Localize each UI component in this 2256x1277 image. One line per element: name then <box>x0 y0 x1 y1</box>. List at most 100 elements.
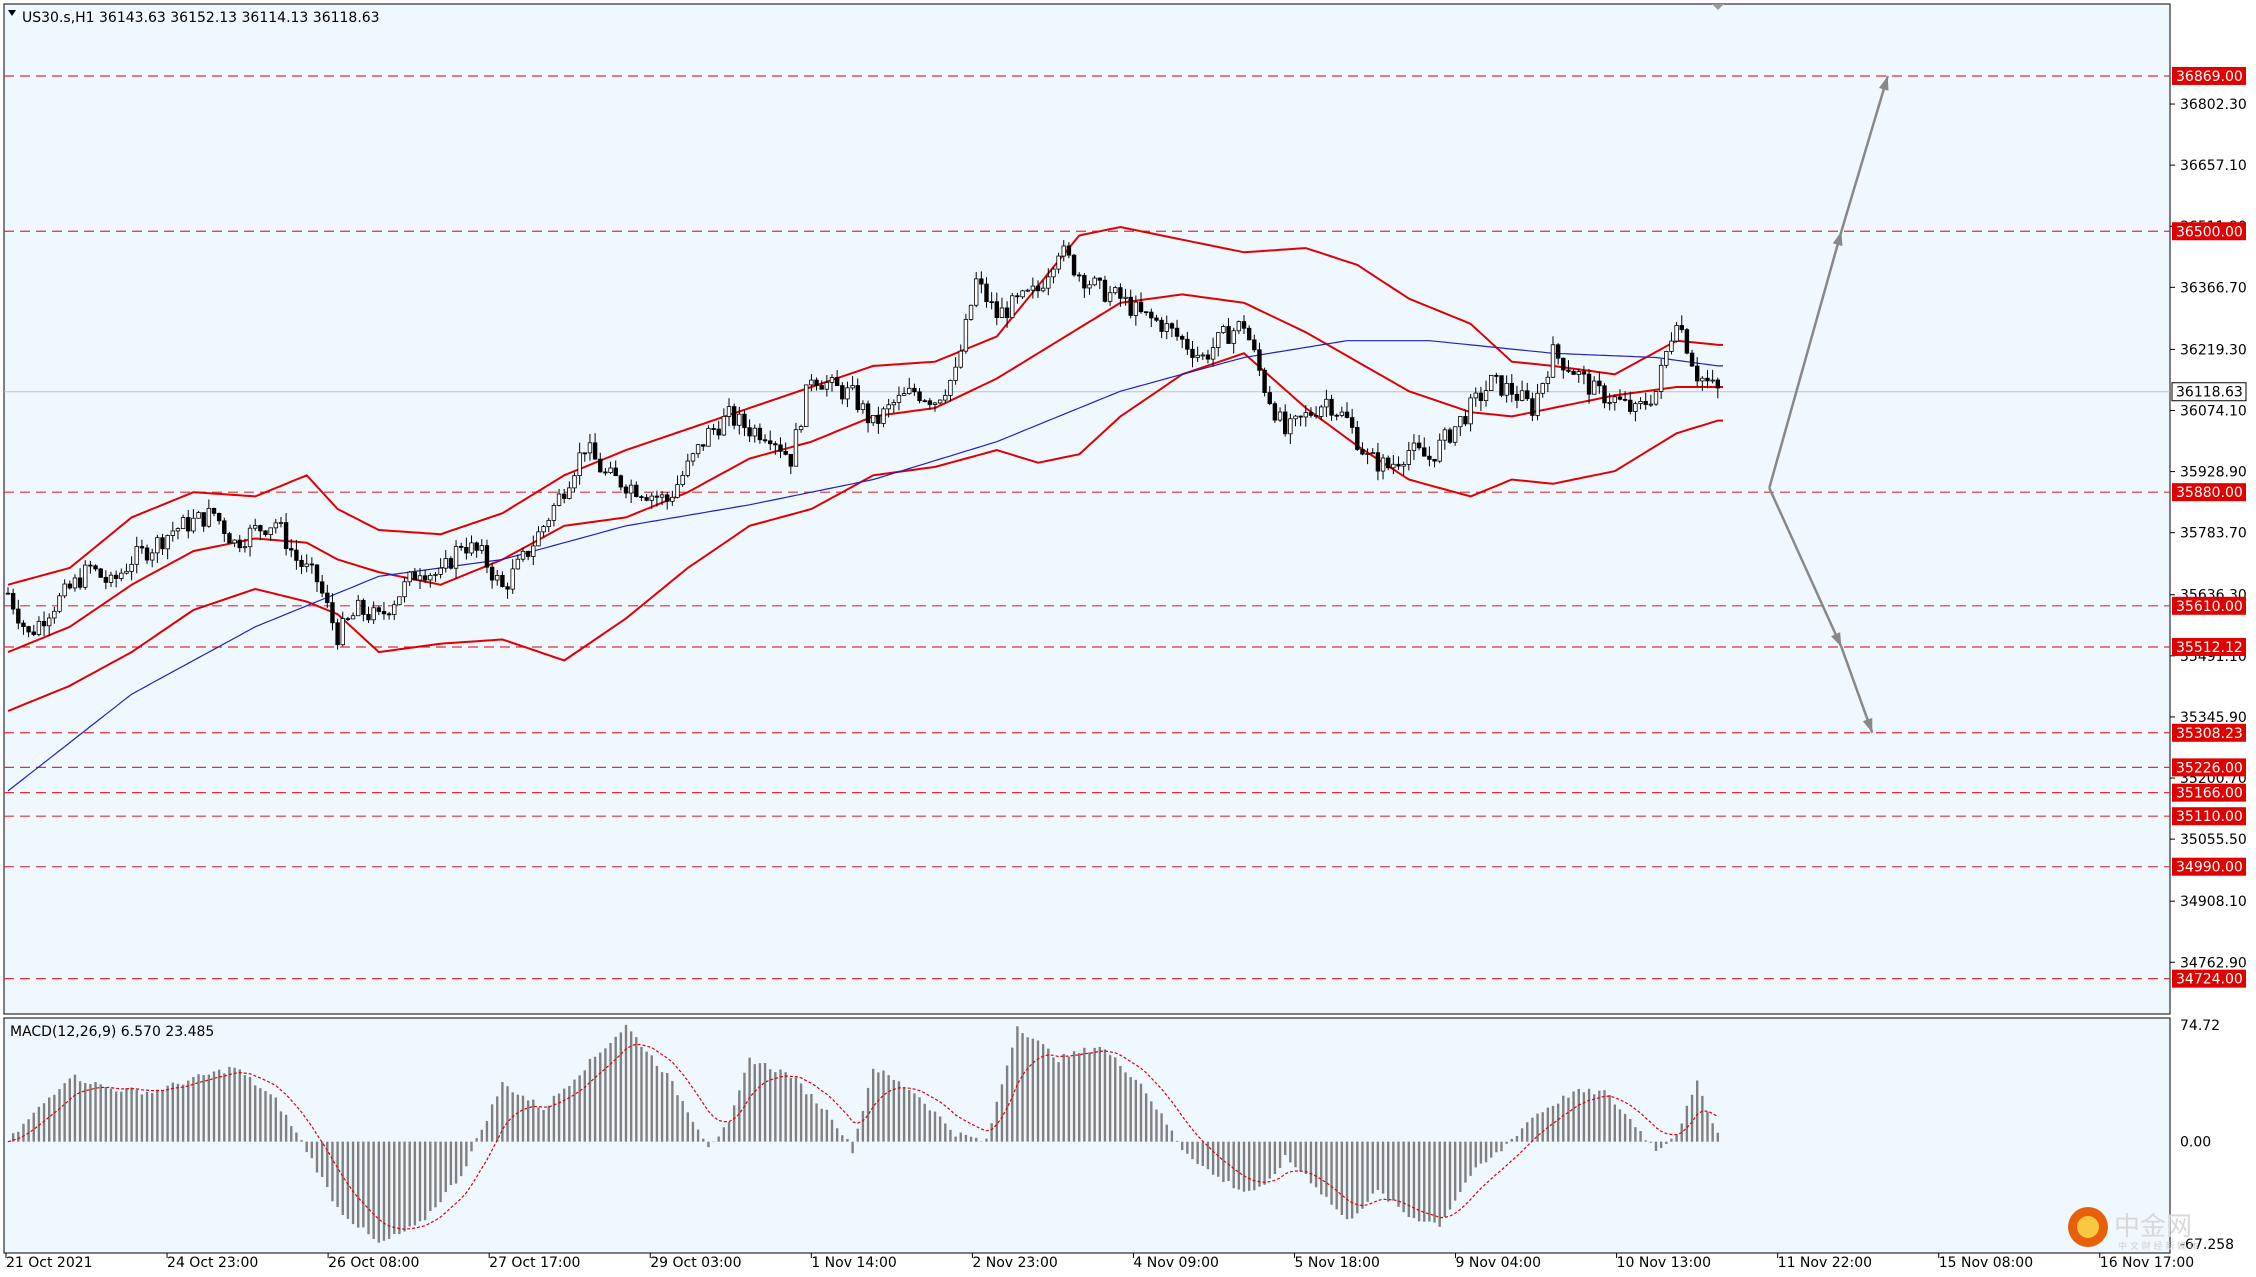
candle-body <box>1628 399 1633 412</box>
scroll-marker-icon[interactable] <box>1712 4 1724 10</box>
candle-body <box>1525 390 1530 400</box>
candle-body <box>1082 275 1087 289</box>
main-chart-area[interactable] <box>3 3 2171 1015</box>
candle-body <box>896 394 902 403</box>
candle-body <box>1695 365 1700 382</box>
candle-body <box>881 408 886 424</box>
collapse-triangle-icon[interactable] <box>8 10 16 16</box>
level-tag <box>2172 637 2246 656</box>
arrow-head-icon <box>1862 717 1873 733</box>
candle-body <box>1710 379 1715 382</box>
candle-body <box>21 622 26 628</box>
candle-body <box>1602 385 1607 404</box>
candle-body <box>618 475 624 488</box>
candle-body <box>428 574 433 581</box>
candle-body <box>757 427 763 441</box>
candle-body <box>1365 453 1370 455</box>
candle-body <box>1684 329 1690 354</box>
y-tick-label: 36802.30 <box>2180 97 2247 113</box>
level-tag <box>2172 66 2246 85</box>
candle-body <box>1416 442 1422 449</box>
candle-body <box>453 545 459 569</box>
candle-body <box>160 537 165 550</box>
candle-body <box>458 545 464 548</box>
x-tick-label: 26 Oct 08:00 <box>328 1255 419 1271</box>
macd-panel[interactable] <box>3 1017 2171 1254</box>
candle-body <box>1107 292 1113 302</box>
x-tick-label: 29 Oct 03:00 <box>650 1255 741 1271</box>
candle-body <box>350 615 356 620</box>
candle-body <box>227 533 232 544</box>
watermark-sub: 中 文 财 经 新 媒 体 <box>2118 1240 2198 1252</box>
candle-body <box>974 278 979 306</box>
candle-body <box>706 428 711 447</box>
candle-body <box>1561 357 1566 371</box>
candle-body <box>417 575 423 581</box>
upper-band <box>7 225 1723 586</box>
candle-body <box>247 527 253 548</box>
x-tick-label: 1 Nov 14:00 <box>811 1255 896 1271</box>
x-tick-label: 24 Oct 23:00 <box>167 1255 258 1271</box>
candle-body <box>927 400 933 405</box>
candle-body <box>397 596 402 606</box>
candle-body <box>886 404 891 410</box>
candle-body <box>1334 414 1339 417</box>
candle-body <box>1221 326 1226 334</box>
candle-body <box>1386 457 1391 469</box>
candle-body <box>10 592 16 610</box>
x-tick-label: 4 Nov 09:00 <box>1133 1255 1218 1271</box>
candle-body <box>1545 376 1551 384</box>
candle-body <box>999 307 1005 318</box>
candle-body <box>119 572 124 579</box>
candle-body <box>587 442 593 454</box>
scenario-arrows <box>1768 75 1889 734</box>
candle-body <box>1463 416 1468 425</box>
candle-body <box>1658 364 1664 392</box>
candle-body <box>98 568 103 578</box>
candle-body <box>1180 335 1185 340</box>
candle-body <box>1576 371 1581 375</box>
candle-body <box>793 429 799 467</box>
symbol-header: US30.s,H1 36143.63 36152.13 36114.13 361… <box>22 10 380 26</box>
candle-body <box>685 460 690 476</box>
candle-body <box>1246 327 1252 341</box>
candle-body <box>1257 349 1262 371</box>
candle-body <box>1236 321 1242 332</box>
candle-body <box>582 452 587 455</box>
candle-body <box>41 620 47 627</box>
candle-body <box>1411 442 1417 451</box>
level-tag <box>2172 758 2246 777</box>
candle-body <box>196 512 201 519</box>
candle-body <box>1622 398 1628 401</box>
candle-body <box>1592 380 1597 395</box>
candle-body <box>134 546 139 565</box>
candle-body <box>634 484 639 497</box>
candle-body <box>108 574 114 583</box>
candle-body <box>984 283 989 303</box>
x-tick-label: 21 Oct 2021 <box>6 1255 93 1271</box>
candle-body <box>1283 411 1288 435</box>
candle-body <box>829 377 835 383</box>
candle-body <box>484 545 490 568</box>
candle-body <box>5 592 11 595</box>
candle-body <box>72 577 78 589</box>
candle-body <box>67 583 72 589</box>
candle-body <box>232 539 237 544</box>
candle-body <box>690 453 696 462</box>
candle-body <box>1190 348 1195 358</box>
level-tag-label: 35110.00 <box>2176 809 2243 825</box>
level-tag <box>2172 222 2246 241</box>
candle-body <box>1319 406 1324 417</box>
candle-body <box>211 507 217 514</box>
candle-body <box>144 547 150 561</box>
candle-body <box>412 571 418 581</box>
y-tick-label: 35345.90 <box>2180 710 2247 726</box>
candle-body <box>149 552 155 561</box>
candle-body <box>515 558 521 570</box>
candle-body <box>422 575 428 581</box>
candle-body <box>1540 383 1545 394</box>
candle-body <box>783 450 788 455</box>
candle-body <box>731 406 737 426</box>
macd-tick-label: 0.00 <box>2180 1135 2211 1151</box>
